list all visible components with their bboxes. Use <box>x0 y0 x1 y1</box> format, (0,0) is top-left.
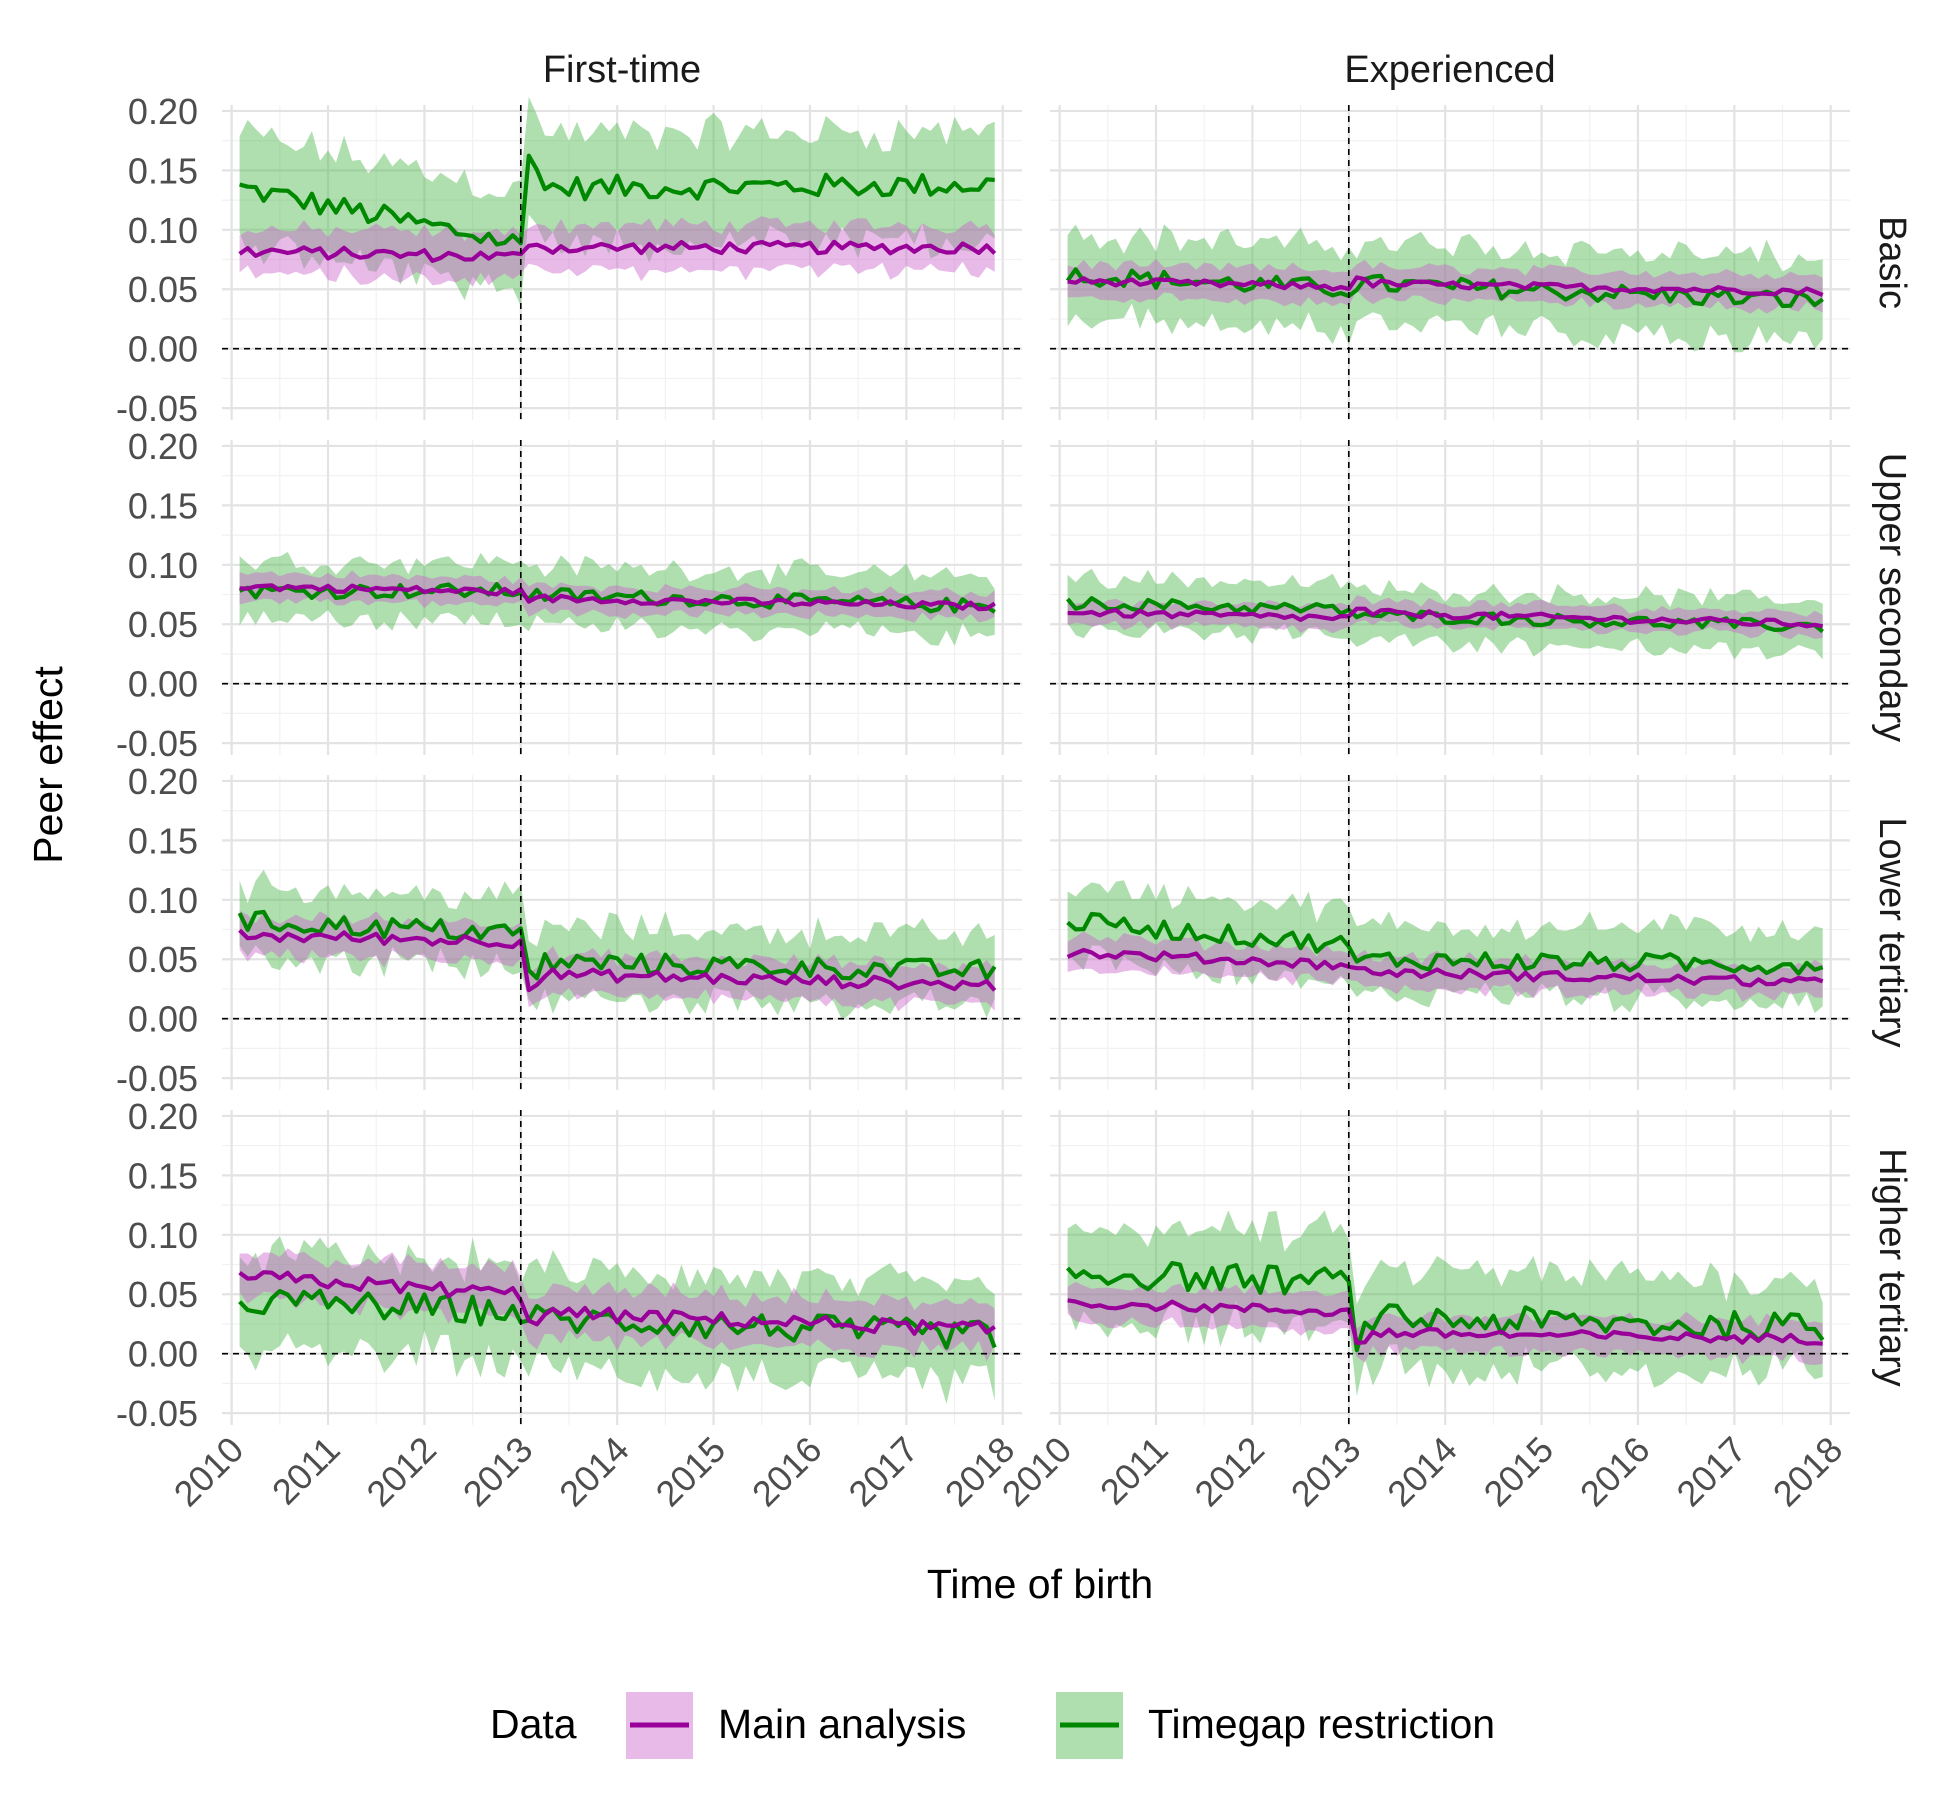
y-axis-title: Peer effect <box>25 666 71 864</box>
y-tick-label-2-4: 0.15 <box>128 820 198 861</box>
panel-2-0 <box>222 775 1022 1090</box>
band-main-3-1 <box>1067 1281 1823 1365</box>
y-tick-label-3-0: -0.05 <box>116 1393 198 1434</box>
legend-label-timegap-restriction: Timegap restriction <box>1148 1701 1495 1747</box>
row-strip-1: Upper secondary <box>1871 453 1913 742</box>
line-timegap-2-1 <box>1066 911 1824 976</box>
y-tick-label-1-0: -0.05 <box>116 723 198 764</box>
y-tick-label-2-5: 0.20 <box>128 761 198 802</box>
line-main-3-1 <box>1067 1298 1823 1346</box>
line-timegap-2-0 <box>237 909 997 981</box>
y-tick-label-1-5: 0.20 <box>128 426 198 467</box>
y-tick-label-2-0: -0.05 <box>116 1058 198 1099</box>
legend: Data Main analysis Timegap restriction <box>490 1692 1495 1759</box>
x-tick-label-1-5: 2015 <box>1476 1429 1562 1515</box>
panel-0-0 <box>222 96 1022 420</box>
line-main-2-1 <box>1066 947 1824 988</box>
x-tick-label-0-2: 2012 <box>358 1429 444 1515</box>
y-tick-label-0-1: 0.00 <box>128 329 198 370</box>
x-tick-label-1-8: 2018 <box>1765 1429 1851 1515</box>
y-tick-label-1-1: 0.00 <box>128 664 198 705</box>
panel-3-1 <box>1050 1110 1850 1425</box>
x-tick-label-1-0: 2010 <box>994 1429 1080 1515</box>
x-tick-label-1-7: 2017 <box>1668 1429 1754 1515</box>
panel-1-1 <box>1050 440 1850 755</box>
column-strip-0: First-time <box>543 49 701 91</box>
panel-2-1 <box>1050 775 1850 1090</box>
y-tick-label-0-5: 0.20 <box>128 91 198 132</box>
y-tick-label-1-2: 0.05 <box>128 604 198 645</box>
y-tick-label-3-1: 0.00 <box>128 1334 198 1375</box>
x-tick-label-0-4: 2014 <box>551 1429 637 1515</box>
y-tick-label-2-3: 0.10 <box>128 880 198 921</box>
line-timegap-0-0 <box>239 153 995 247</box>
y-tick-label-2-1: 0.00 <box>128 999 198 1040</box>
x-tick-label-0-0: 2010 <box>166 1429 252 1515</box>
line-main-1-0 <box>239 583 996 612</box>
line-main-1-1 <box>1067 606 1824 629</box>
x-tick-label-1-1: 2011 <box>1092 1429 1176 1513</box>
y-tick-label-1-3: 0.10 <box>128 545 198 586</box>
x-tick-label-0-6: 2016 <box>744 1429 830 1515</box>
line-main-0-0 <box>238 239 997 263</box>
x-tick-label-1-4: 2014 <box>1379 1429 1465 1515</box>
y-tick-label-2-2: 0.05 <box>128 939 198 980</box>
x-tick-label-1-6: 2016 <box>1572 1429 1658 1515</box>
panel-1-0 <box>222 440 1022 755</box>
line-timegap-3-1 <box>1066 1261 1825 1353</box>
legend-label-main-analysis: Main analysis <box>718 1701 966 1747</box>
x-tick-label-1-2: 2012 <box>1186 1429 1272 1515</box>
y-tick-label-3-5: 0.20 <box>128 1096 198 1137</box>
y-tick-label-3-2: 0.05 <box>128 1274 198 1315</box>
y-tick-label-0-2: 0.05 <box>128 269 198 310</box>
row-strip-2: Lower tertiary <box>1871 817 1913 1047</box>
strip-layer: First-time Experienced Basic Upper secondar… <box>543 49 1913 1387</box>
band-main-3-0 <box>239 1248 995 1362</box>
y-tick-label-0-4: 0.15 <box>128 150 198 191</box>
x-tick-label-0-7: 2017 <box>840 1429 926 1515</box>
line-main-0-1 <box>1067 275 1824 297</box>
row-strip-0: Basic <box>1871 216 1913 309</box>
panel-3-0 <box>222 1110 1022 1425</box>
y-tick-label-3-4: 0.15 <box>128 1155 198 1196</box>
column-strip-1: Experienced <box>1344 49 1555 91</box>
band-timegap-3-1 <box>1067 1210 1823 1397</box>
x-tick-label-0-3: 2013 <box>455 1429 541 1515</box>
x-tick-label-0-5: 2015 <box>648 1429 734 1515</box>
x-tick-label-1-3: 2013 <box>1283 1429 1369 1515</box>
panel-0-1 <box>1050 105 1850 420</box>
x-axis-title: Time of birth <box>927 1561 1153 1607</box>
x-tick-label-0-1: 2011 <box>264 1429 348 1513</box>
row-strip-3: Higher tertiary <box>1871 1148 1913 1387</box>
line-main-3-0 <box>238 1270 996 1336</box>
panel-layer <box>222 96 1850 1425</box>
band-main-2-1 <box>1067 931 1823 1002</box>
legend-title: Data <box>490 1701 577 1747</box>
y-tick-label-3-3: 0.10 <box>128 1215 198 1256</box>
line-main-2-0 <box>238 928 997 993</box>
band-main-1-0 <box>239 570 995 623</box>
band-main-2-0 <box>239 910 995 1012</box>
band-timegap-0-1 <box>1067 224 1823 353</box>
y-tick-label-0-3: 0.10 <box>128 210 198 251</box>
y-tick-label-0-0: -0.05 <box>116 388 198 429</box>
band-timegap-2-1 <box>1067 880 1823 1014</box>
y-tick-label-1-4: 0.15 <box>128 485 198 526</box>
